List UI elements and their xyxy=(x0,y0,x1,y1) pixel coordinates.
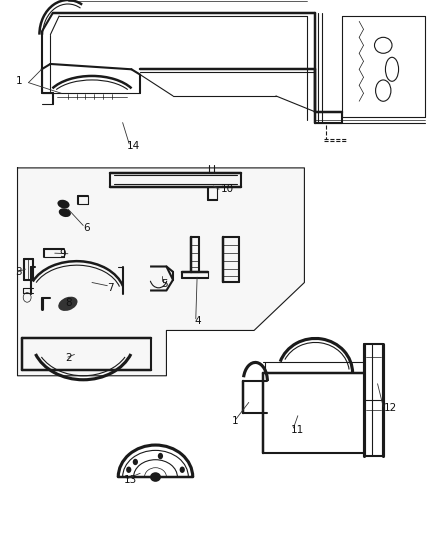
Text: 3: 3 xyxy=(15,267,21,277)
Text: 7: 7 xyxy=(107,283,114,293)
Text: 14: 14 xyxy=(127,141,140,151)
Circle shape xyxy=(180,466,185,473)
Text: 10: 10 xyxy=(221,184,234,194)
Text: 5: 5 xyxy=(161,279,168,288)
Ellipse shape xyxy=(57,200,70,208)
Text: 4: 4 xyxy=(194,316,201,326)
Ellipse shape xyxy=(58,297,78,311)
Circle shape xyxy=(158,453,163,459)
Text: 2: 2 xyxy=(65,353,71,363)
Text: 1: 1 xyxy=(15,76,22,86)
Text: 8: 8 xyxy=(65,298,71,308)
Circle shape xyxy=(133,459,138,465)
Polygon shape xyxy=(18,168,304,376)
Text: 9: 9 xyxy=(59,249,66,259)
Text: 13: 13 xyxy=(124,475,137,485)
Ellipse shape xyxy=(150,472,161,482)
Text: 1: 1 xyxy=(232,416,239,426)
Circle shape xyxy=(126,466,131,473)
Text: 6: 6 xyxy=(83,223,90,232)
Text: 11: 11 xyxy=(291,425,304,434)
Text: 12: 12 xyxy=(384,403,397,413)
Ellipse shape xyxy=(59,208,71,217)
